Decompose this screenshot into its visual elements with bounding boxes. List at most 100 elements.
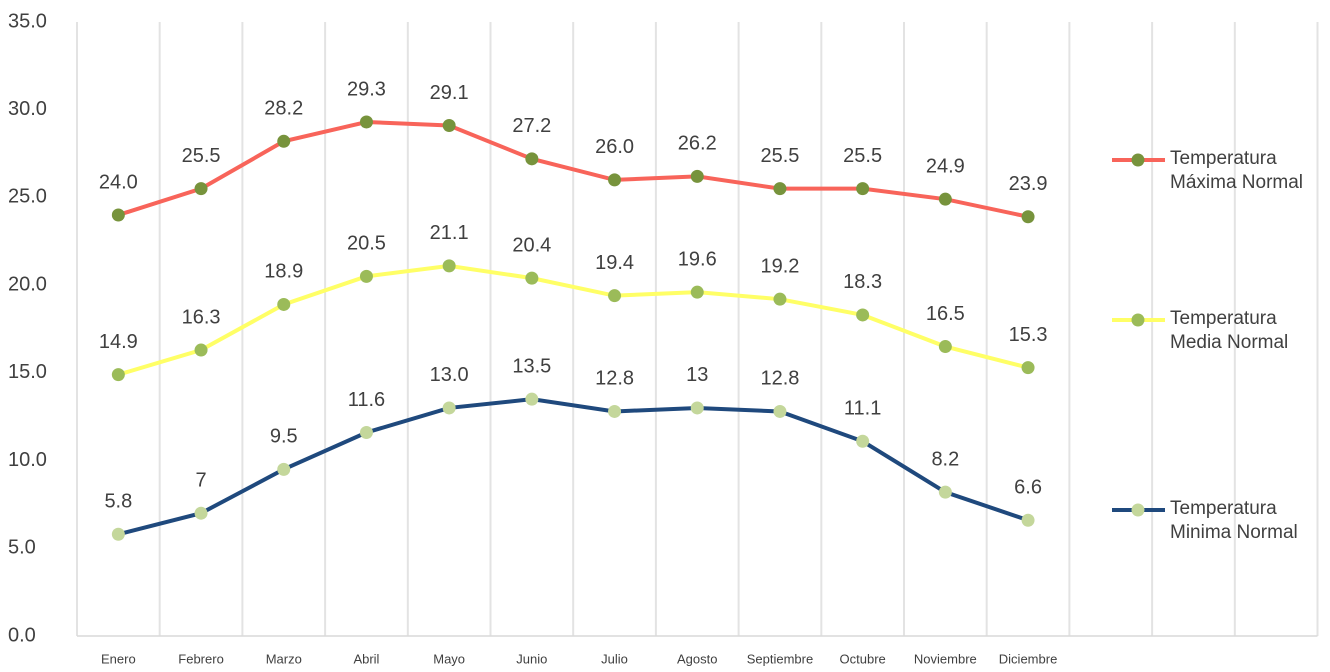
x-tick-label: Febrero: [178, 651, 224, 666]
data-point: [1021, 210, 1035, 224]
data-point: [938, 340, 952, 354]
data-label: 8.2: [931, 448, 959, 470]
data-point: [442, 401, 456, 415]
data-point: [690, 169, 704, 183]
legend-label: Temperatura Minima Normal: [1170, 498, 1298, 543]
data-point: [773, 182, 787, 196]
data-point: [938, 485, 952, 499]
legend-marker: [1131, 153, 1145, 167]
x-tick-label: Junio: [516, 651, 547, 666]
data-label: 20.5: [347, 233, 386, 255]
data-label: 26.2: [678, 133, 717, 155]
x-tick-label: Marzo: [266, 651, 302, 666]
data-point: [773, 292, 787, 306]
data-label: 13: [686, 364, 708, 386]
data-point: [608, 289, 622, 303]
data-point: [525, 392, 539, 406]
x-tick-label: Septiembre: [747, 651, 813, 666]
data-point: [525, 152, 539, 166]
data-label: 25.5: [760, 145, 799, 167]
data-label: 16.5: [926, 303, 965, 325]
x-tick-label: Octubre: [840, 651, 886, 666]
data-point: [194, 343, 208, 357]
data-label: 19.2: [760, 255, 799, 277]
data-point: [856, 434, 870, 448]
data-point: [1021, 513, 1035, 527]
x-tick-label: Julio: [601, 651, 628, 666]
data-label: 23.9: [1009, 173, 1048, 195]
y-tick-label: 15.0: [8, 361, 47, 383]
data-label: 16.3: [182, 306, 221, 328]
x-tick-label: Abril: [353, 651, 379, 666]
data-point: [608, 173, 622, 187]
data-label: 15.3: [1009, 324, 1048, 346]
data-label: 13.5: [512, 355, 551, 377]
x-tick-label: Noviembre: [914, 651, 977, 666]
data-point: [111, 527, 125, 541]
data-point: [1021, 361, 1035, 375]
data-point: [277, 297, 291, 311]
data-label: 29.3: [347, 78, 386, 100]
data-point: [856, 308, 870, 322]
y-tick-label: 35.0: [8, 10, 47, 32]
data-label: 24.9: [926, 155, 965, 177]
legend-label: Temperatura Media Normal: [1170, 308, 1289, 353]
data-point: [690, 285, 704, 299]
data-label: 20.4: [512, 234, 551, 256]
data-label: 14.9: [99, 331, 138, 353]
data-point: [359, 269, 373, 283]
data-label: 18.3: [843, 271, 882, 293]
data-point: [773, 404, 787, 418]
data-point: [442, 259, 456, 273]
y-tick-label: 20.0: [8, 273, 47, 295]
data-label: 21.1: [430, 222, 469, 244]
x-tick-label: Mayo: [433, 651, 465, 666]
data-point: [938, 192, 952, 206]
data-label: 7: [195, 469, 206, 491]
legend-label: Temperatura Máxima Normal: [1170, 148, 1304, 193]
y-tick-label: 5.0: [8, 537, 36, 559]
y-tick-label: 25.0: [8, 186, 47, 208]
data-label: 11.1: [844, 398, 881, 420]
data-point: [111, 208, 125, 222]
data-label: 25.5: [843, 145, 882, 167]
series-line: [117, 397, 1029, 537]
y-tick-label: 30.0: [8, 98, 47, 120]
data-label: 28.2: [264, 98, 303, 120]
data-point: [277, 134, 291, 148]
data-label: 11.6: [348, 389, 385, 411]
data-point: [608, 404, 622, 418]
series-line: [117, 263, 1029, 377]
data-point: [194, 506, 208, 520]
data-label: 6.6: [1014, 476, 1042, 498]
data-label: 5.8: [104, 491, 132, 513]
data-label: 29.1: [430, 82, 469, 104]
y-tick-label: 10.0: [8, 449, 47, 471]
data-point: [525, 271, 539, 285]
series-line: [117, 119, 1029, 219]
data-point: [194, 182, 208, 196]
legend-marker: [1131, 313, 1145, 327]
legend-marker: [1131, 503, 1145, 517]
data-label: 25.5: [182, 145, 221, 167]
y-tick-label: 0.0: [8, 624, 36, 646]
data-point: [111, 368, 125, 382]
data-point: [359, 115, 373, 129]
data-label: 12.8: [595, 368, 634, 390]
x-tick-label: Diciembre: [999, 651, 1058, 666]
data-point: [442, 119, 456, 133]
data-label: 13.0: [430, 364, 469, 386]
data-label: 27.2: [512, 115, 551, 137]
data-label: 24.0: [99, 171, 138, 193]
data-label: 18.9: [264, 261, 303, 283]
data-point: [856, 182, 870, 196]
data-label: 19.4: [595, 252, 634, 274]
x-tick-label: Agosto: [677, 651, 717, 666]
data-label: 19.6: [678, 248, 717, 270]
data-point: [359, 426, 373, 440]
data-point: [277, 462, 291, 476]
x-tick-label: Enero: [101, 651, 136, 666]
data-label: 9.5: [270, 426, 298, 448]
